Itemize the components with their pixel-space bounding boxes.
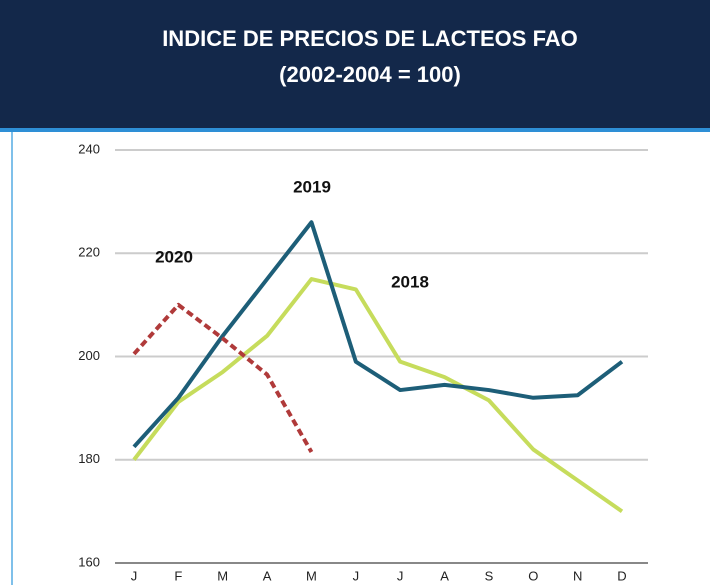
- banner-border: [0, 128, 710, 132]
- series-label: 2018: [391, 272, 429, 291]
- title-banner: [0, 0, 710, 128]
- y-tick-label: 240: [78, 141, 100, 156]
- x-tick-label: A: [440, 568, 449, 583]
- x-tick-label: N: [573, 568, 582, 583]
- x-tick-label: D: [617, 568, 626, 583]
- x-tick-label: M: [217, 568, 228, 583]
- x-tick-label: A: [263, 568, 272, 583]
- y-tick-label: 180: [78, 451, 100, 466]
- chart-title: INDICE DE PRECIOS DE LACTEOS FAO: [162, 26, 578, 51]
- left-border: [11, 132, 13, 585]
- series-label: 2019: [293, 177, 331, 196]
- series-label: 2020: [155, 247, 193, 266]
- x-tick-label: O: [528, 568, 538, 583]
- x-tick-label: J: [397, 568, 404, 583]
- x-tick-label: S: [485, 568, 494, 583]
- x-tick-label: J: [353, 568, 360, 583]
- x-tick-label: M: [306, 568, 317, 583]
- series-line: [132, 220, 624, 449]
- y-tick-label: 160: [78, 554, 100, 569]
- series-line: [132, 302, 314, 454]
- y-tick-label: 200: [78, 348, 100, 363]
- x-tick-label: F: [174, 568, 182, 583]
- series-line: [132, 277, 624, 514]
- chart-subtitle: (2002-2004 = 100): [279, 62, 461, 87]
- y-tick-label: 220: [78, 245, 100, 260]
- x-tick-label: J: [131, 568, 138, 583]
